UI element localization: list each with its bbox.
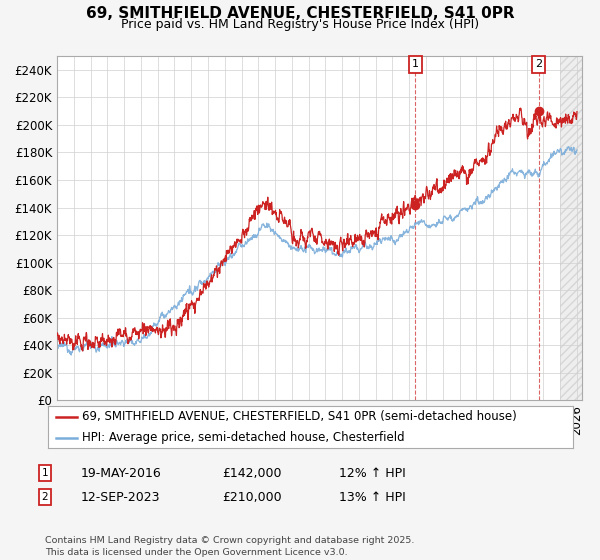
Text: HPI: Average price, semi-detached house, Chesterfield: HPI: Average price, semi-detached house,…: [82, 431, 405, 444]
Text: Price paid vs. HM Land Registry's House Price Index (HPI): Price paid vs. HM Land Registry's House …: [121, 18, 479, 31]
Text: 1: 1: [41, 468, 49, 478]
Text: 12-SEP-2023: 12-SEP-2023: [81, 491, 161, 504]
Text: £142,000: £142,000: [222, 466, 281, 480]
Text: 2: 2: [535, 59, 542, 69]
Text: 2: 2: [41, 492, 49, 502]
Text: £210,000: £210,000: [222, 491, 281, 504]
Text: 69, SMITHFIELD AVENUE, CHESTERFIELD, S41 0PR: 69, SMITHFIELD AVENUE, CHESTERFIELD, S41…: [86, 6, 514, 21]
Text: 19-MAY-2016: 19-MAY-2016: [81, 466, 162, 480]
Text: 12% ↑ HPI: 12% ↑ HPI: [339, 466, 406, 480]
Text: 1: 1: [412, 59, 419, 69]
Text: 69, SMITHFIELD AVENUE, CHESTERFIELD, S41 0PR (semi-detached house): 69, SMITHFIELD AVENUE, CHESTERFIELD, S41…: [82, 410, 517, 423]
Text: 13% ↑ HPI: 13% ↑ HPI: [339, 491, 406, 504]
Text: Contains HM Land Registry data © Crown copyright and database right 2025.
This d: Contains HM Land Registry data © Crown c…: [45, 536, 415, 557]
